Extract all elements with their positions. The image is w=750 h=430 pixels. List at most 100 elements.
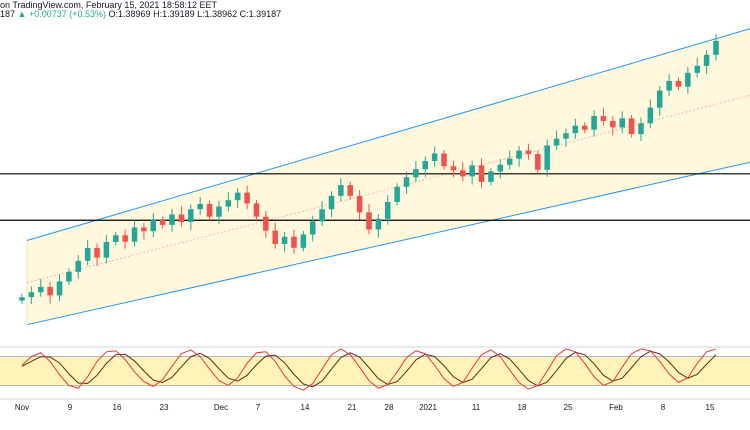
candle-body xyxy=(469,165,475,177)
candle-body xyxy=(338,185,344,196)
candle xyxy=(328,191,335,218)
time-axis: Nov 9 16 23 Dec 7 14 21 28 2021 11 18 25 Feb 8 15 xyxy=(0,398,750,412)
x-tick-label: Nov xyxy=(15,403,29,412)
candle-body xyxy=(244,192,250,204)
candle xyxy=(47,282,53,304)
candle xyxy=(572,118,579,139)
channel-upper-line xyxy=(26,28,750,242)
candle-body xyxy=(197,203,203,210)
candle-body xyxy=(356,195,363,213)
candle xyxy=(703,50,710,74)
candle xyxy=(356,190,363,220)
candle xyxy=(675,77,682,91)
candle xyxy=(263,210,269,238)
candle xyxy=(647,99,654,128)
x-tick-label: 7 xyxy=(256,403,261,412)
candle-body xyxy=(141,227,147,232)
candle xyxy=(581,122,588,134)
candle-body xyxy=(169,214,175,225)
candle xyxy=(225,192,232,212)
candle-body xyxy=(413,169,419,178)
x-tick-label: 16 xyxy=(113,403,122,412)
candle xyxy=(206,200,213,221)
x-tick-label: 23 xyxy=(160,403,169,412)
candle xyxy=(253,199,260,221)
candle-body xyxy=(37,286,44,293)
x-tick-label: 9 xyxy=(68,403,73,412)
candle xyxy=(94,243,100,266)
candle xyxy=(309,215,316,242)
candle xyxy=(244,185,250,210)
candle-body xyxy=(403,177,410,187)
candle xyxy=(234,188,241,209)
candle-body xyxy=(319,209,325,222)
candle-body xyxy=(703,54,710,66)
candle xyxy=(506,150,513,170)
candle-body xyxy=(347,185,354,196)
candle xyxy=(431,146,438,167)
candle-body xyxy=(84,248,91,261)
candle xyxy=(713,33,719,61)
candle-body xyxy=(328,195,335,210)
candle-body xyxy=(478,165,485,182)
candle-body xyxy=(516,150,522,159)
x-tick-label: 11 xyxy=(472,403,481,412)
candle-body xyxy=(178,214,185,222)
candle xyxy=(563,128,569,147)
candle xyxy=(413,161,419,182)
candle xyxy=(131,219,138,247)
header-quote: 187 ▲ +0.00737 (+0.53%) O:1.38969 H:1.39… xyxy=(0,9,281,19)
candle-body xyxy=(553,138,560,146)
candle-body xyxy=(47,286,53,296)
candle xyxy=(656,85,663,116)
candle xyxy=(666,73,672,97)
candle-body xyxy=(600,116,607,121)
oscillator-pane xyxy=(0,346,750,391)
candle xyxy=(619,111,625,134)
candle xyxy=(600,107,607,126)
candle xyxy=(66,268,72,285)
candle-body xyxy=(300,234,307,248)
candle-body xyxy=(563,133,569,139)
candle xyxy=(338,178,344,202)
candle-body xyxy=(713,40,719,55)
candle xyxy=(197,197,203,215)
candle-body xyxy=(675,80,682,87)
header-title: on TradingView.com, February 15, 2021 18… xyxy=(0,0,217,10)
candle-body xyxy=(610,120,616,128)
candle xyxy=(216,200,222,224)
candle-body xyxy=(150,219,157,232)
candle xyxy=(272,222,278,249)
candle xyxy=(441,150,447,170)
candle-body xyxy=(103,241,110,258)
candle-body xyxy=(525,150,532,155)
candle-body xyxy=(113,235,119,242)
candle-body xyxy=(366,212,372,230)
x-tick-label: 21 xyxy=(348,403,357,412)
candle-body xyxy=(572,125,579,134)
candle-body xyxy=(291,236,297,248)
candle-body xyxy=(216,206,222,217)
candle-body xyxy=(206,203,213,217)
candle xyxy=(300,230,307,252)
channel-midline xyxy=(26,95,750,283)
candle xyxy=(56,274,63,302)
candle xyxy=(525,143,532,160)
candle xyxy=(591,110,597,137)
channel-lower-line xyxy=(26,161,750,326)
candle-body xyxy=(75,260,82,272)
candle-body xyxy=(234,192,241,201)
x-tick-label: 25 xyxy=(564,403,573,412)
candle-body xyxy=(94,248,100,258)
candle xyxy=(141,222,147,240)
candle-body xyxy=(535,154,541,170)
price-pane xyxy=(0,28,750,326)
candle-body xyxy=(263,216,269,231)
candle xyxy=(347,181,354,200)
candle xyxy=(150,212,157,238)
candle-body xyxy=(131,227,138,242)
x-tick-label: Dec xyxy=(214,403,228,412)
channel-fill xyxy=(27,28,750,325)
candle-body xyxy=(253,203,260,217)
